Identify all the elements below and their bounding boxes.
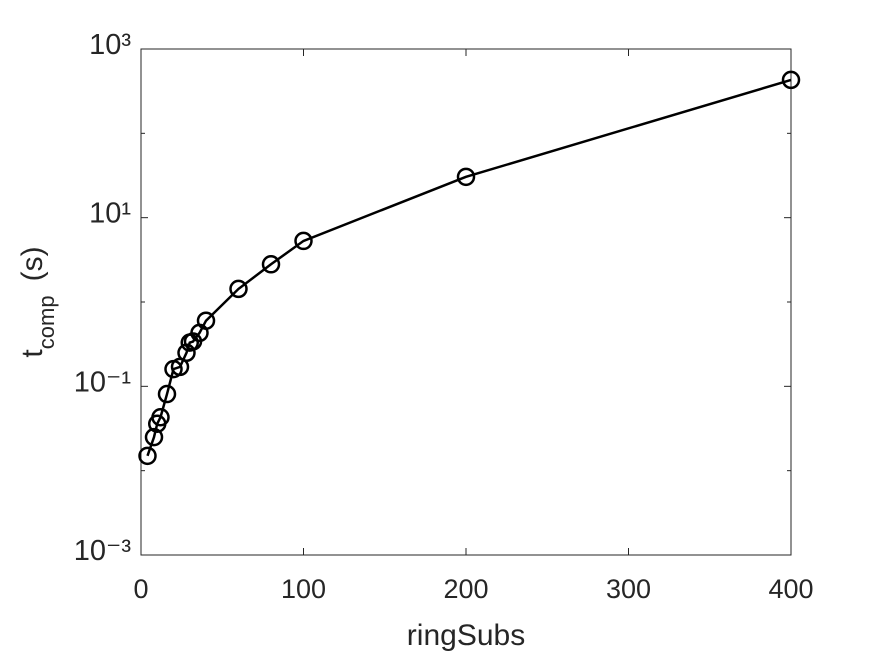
y-axis-label: tcomp (s) [16, 246, 59, 357]
data-point [196, 311, 216, 330]
plot-area [141, 49, 791, 555]
x-tick-label: 200 [443, 574, 488, 604]
y-tick-label: 10⁻³ [74, 535, 132, 567]
x-tick-label: 300 [606, 574, 651, 604]
data-point [138, 446, 157, 466]
data-point [294, 231, 313, 251]
x-tick-label: 0 [133, 574, 148, 604]
x-tick-label: 100 [281, 574, 326, 604]
series-line [146, 78, 792, 457]
data-point [144, 427, 164, 447]
x-tick-label: 400 [768, 574, 813, 604]
x-axis-label: ringSubs [407, 619, 525, 652]
y-tick-label: 10³ [89, 29, 131, 61]
data-point [456, 167, 476, 187]
y-label-unit: (s) [16, 246, 49, 281]
data-point [781, 70, 801, 90]
data-point [151, 407, 170, 427]
data-point [261, 255, 281, 274]
y-label-main: t [16, 349, 49, 358]
data-point [229, 279, 248, 299]
data-point [157, 384, 177, 404]
y-tick-label: 10⁻¹ [74, 366, 132, 398]
y-label-sub: comp [34, 295, 59, 349]
y-tick-label: 10¹ [89, 198, 131, 230]
